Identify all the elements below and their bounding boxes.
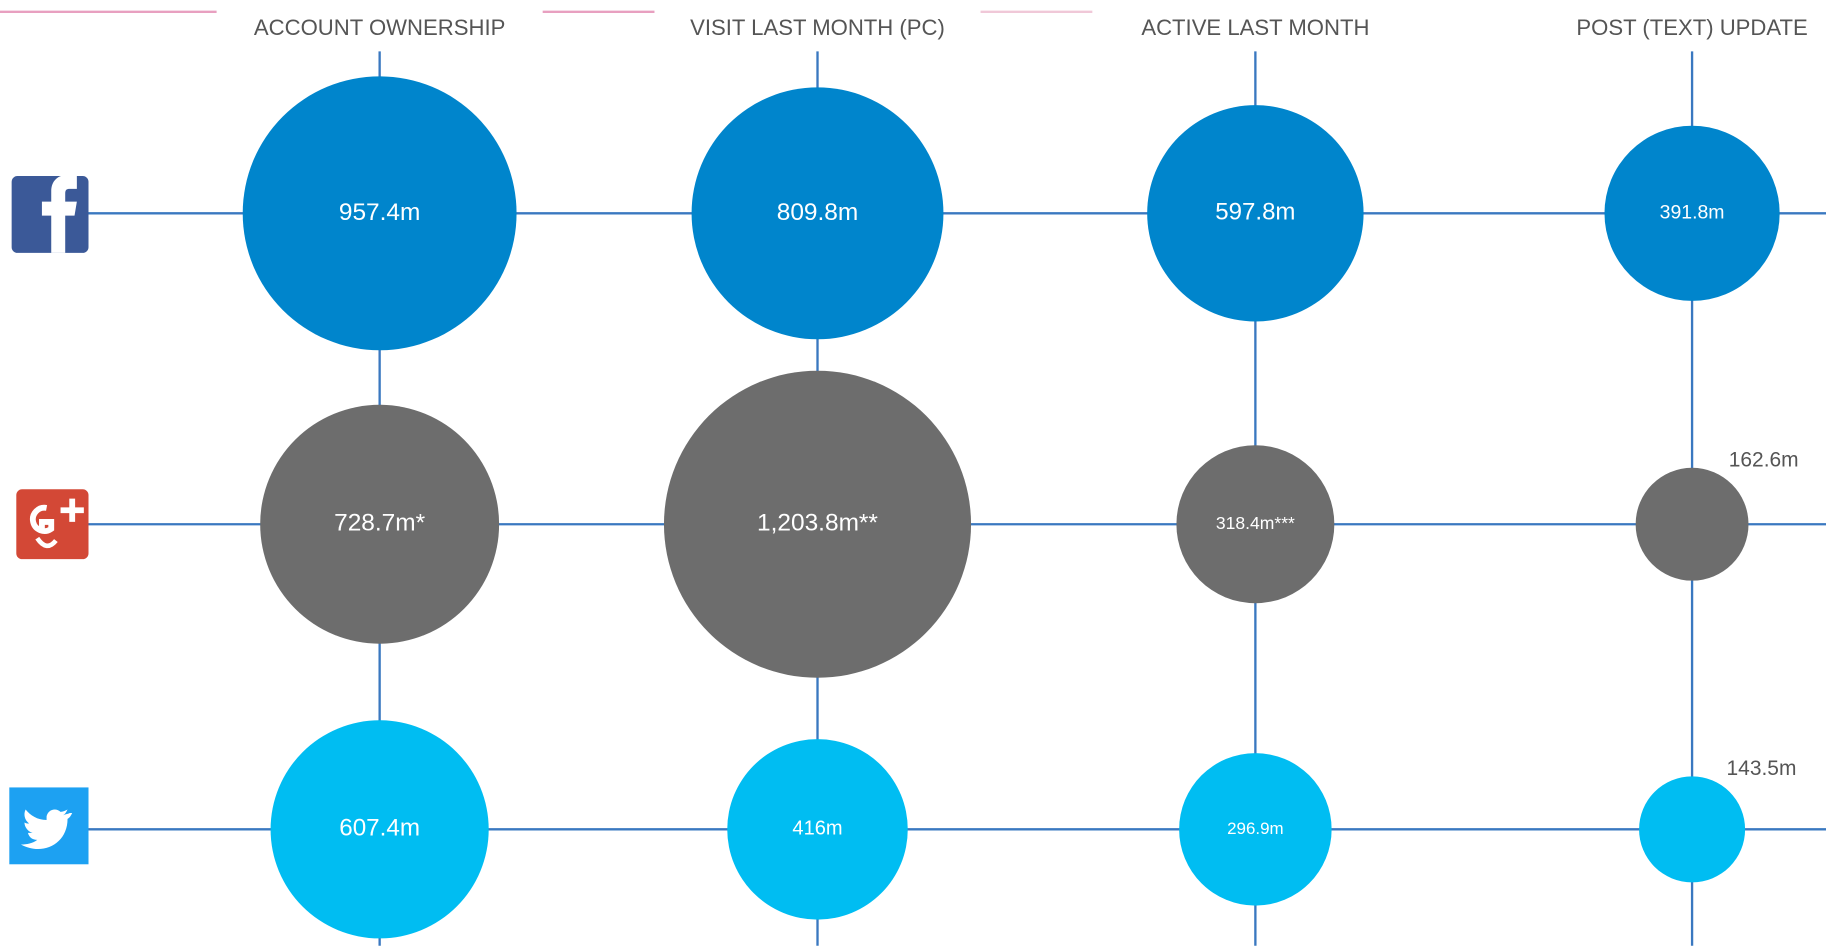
twitter-icon [9, 787, 89, 865]
column-header: ACCOUNT OWNERSHIP [254, 15, 505, 40]
column-header: ACTIVE LAST MONTH [1141, 15, 1369, 40]
bubbles: 957.4m 809.8m 597.8m 391.8m 728.7m* 1,203.8m*… [242, 76, 1799, 939]
value-label: 809.8m [777, 199, 859, 226]
google-plus-icon [16, 489, 89, 560]
value-label: 597.8m [1215, 199, 1295, 226]
value-label: 143.5m [1727, 757, 1797, 780]
bubble [1147, 105, 1364, 322]
bubble [1635, 467, 1749, 581]
column-header: POST (TEXT) UPDATE [1576, 15, 1807, 40]
icon-glyph [30, 504, 55, 534]
value-label: 1,203.8m** [757, 510, 878, 537]
value-label: 162.6m [1729, 448, 1799, 471]
bubble [1604, 125, 1780, 301]
bubble [663, 370, 972, 678]
icon-glyph [35, 536, 58, 549]
value-label: 728.7m* [334, 510, 426, 537]
icon-glyph [41, 174, 77, 253]
bubble [1179, 753, 1332, 906]
value-label: 391.8m [1660, 201, 1725, 223]
icon-glyph [60, 498, 84, 522]
value-label: 607.4m [339, 815, 420, 842]
value-label: 416m [792, 818, 842, 840]
value-label: 318.4m*** [1216, 513, 1295, 533]
bubble [242, 76, 517, 351]
column-header: VISIT LAST MONTH (PC) [690, 15, 945, 40]
value-label: 296.9m [1227, 819, 1284, 838]
bubble [1176, 445, 1335, 604]
bubble [270, 720, 489, 939]
value-label: 957.4m [339, 199, 421, 226]
bubble [260, 404, 500, 644]
facebook-icon [11, 174, 89, 253]
bubble [727, 739, 908, 920]
bubble [691, 87, 944, 340]
bubble [1639, 776, 1746, 883]
icon-glyph [20, 809, 73, 850]
